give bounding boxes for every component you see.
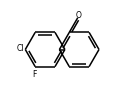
- Text: O: O: [76, 10, 82, 20]
- Text: F: F: [32, 70, 37, 79]
- Text: Cl: Cl: [16, 44, 24, 53]
